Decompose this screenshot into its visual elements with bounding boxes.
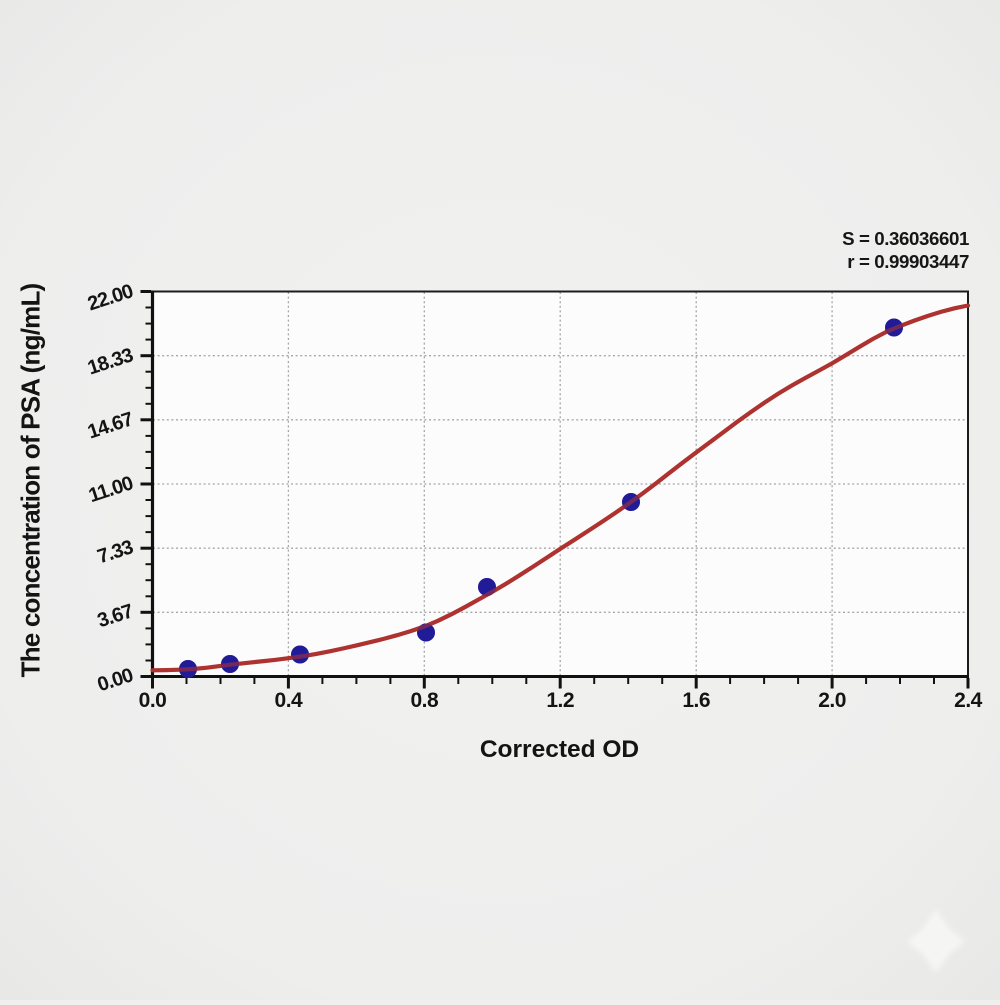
svg-text:0.0: 0.0 — [139, 689, 167, 712]
svg-text:The concentration of PSA (ng/m: The concentration of PSA (ng/mL) — [16, 283, 46, 677]
svg-text:2.4: 2.4 — [954, 689, 983, 712]
svg-text:Corrected OD: Corrected OD — [480, 736, 639, 763]
svg-text:0.8: 0.8 — [410, 689, 439, 712]
svg-text:2.0: 2.0 — [818, 689, 846, 712]
svg-text:1.6: 1.6 — [682, 689, 710, 712]
svg-text:r = 0.99903447: r = 0.99903447 — [847, 251, 969, 272]
svg-text:0.4: 0.4 — [275, 689, 304, 712]
svg-text:1.2: 1.2 — [546, 689, 574, 712]
svg-text:S = 0.36036601: S = 0.36036601 — [842, 228, 969, 249]
